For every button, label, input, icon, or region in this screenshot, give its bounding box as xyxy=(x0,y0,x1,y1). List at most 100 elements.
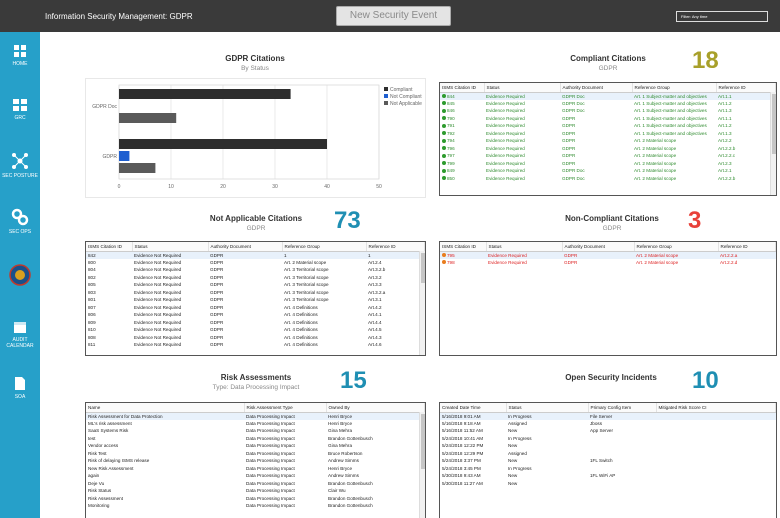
nav-home[interactable]: HOME xyxy=(0,44,40,67)
table-row[interactable]: 5/24/2018 10:41 AM In Progress xyxy=(440,435,776,443)
scrollbar[interactable] xyxy=(419,412,425,518)
table-row[interactable]: 791 Evidence Required GDPR Art. 1 Subject-m… xyxy=(440,122,776,130)
table-row[interactable]: SaaS Systems Risk Data Processing Impact G… xyxy=(86,427,425,435)
scrollbar[interactable] xyxy=(419,251,425,355)
table-row[interactable]: 5/16/2018 9:18 AM Assigned Jboss xyxy=(440,420,776,428)
nav-sec-posture[interactable]: SEC POSTURE xyxy=(0,152,40,179)
nav-global[interactable] xyxy=(0,264,40,286)
table-row[interactable]: test Data Processing Impact Brandon Gotten… xyxy=(86,435,425,443)
table-cell: Data Processing Impact xyxy=(244,450,326,458)
table-row[interactable]: Deje Vu Data Processing Impact Brandon Got… xyxy=(86,480,425,488)
table-row[interactable]: 850 Evidence Required GDPR Doc Art. 2 Mater… xyxy=(440,175,776,183)
table-row[interactable]: Monitoring Data Processing Impact Brandon … xyxy=(86,502,425,510)
table-row[interactable]: 798 Evidence Required GDPR Art. 2 Material … xyxy=(440,259,776,267)
table-row[interactable]: 797 Evidence Required GDPR Art. 2 Material … xyxy=(440,152,776,160)
cell-text: New Risk Assessment xyxy=(88,465,134,471)
column-header[interactable]: Primary Config Item xyxy=(588,403,657,413)
column-header[interactable]: Reference ID xyxy=(718,242,776,252)
table-cell: 850 xyxy=(440,175,484,183)
nav-soa[interactable]: SOA xyxy=(0,376,40,400)
table-row[interactable]: 5/16/2018 9:01 AM In Progress File Server xyxy=(440,412,776,420)
new-security-event-button[interactable]: New Security Event xyxy=(336,6,451,26)
column-header[interactable]: Authority Document xyxy=(562,242,635,252)
cell-text: 845 xyxy=(447,100,455,106)
cell-text: GDPR xyxy=(210,334,224,340)
table-row[interactable]: 803 Evidence Not Required GDPR Art. 3 Terri… xyxy=(86,289,425,297)
table-row[interactable]: 802 Evidence Not Required GDPR Art. 3 Terri… xyxy=(86,274,425,282)
column-header[interactable]: Authority Document xyxy=(208,242,283,252)
table-row[interactable]: New Risk Assessment Data Processing Impac… xyxy=(86,465,425,473)
column-header[interactable]: Risk Assessment Type xyxy=(244,403,327,413)
table-cell: Evidence Not Required xyxy=(132,266,208,274)
table-row[interactable]: Risk of delaying ISMS release Data Proces… xyxy=(86,457,425,465)
table-cell: Art. 1 Subject-matter and objectives xyxy=(632,100,716,108)
table-row[interactable]: Vendor access Data Processing Impact Gina … xyxy=(86,442,425,450)
column-header[interactable]: Name xyxy=(86,403,245,413)
table-row[interactable]: 5/24/2018 12:22 PM New xyxy=(440,442,776,450)
table-row[interactable]: 811 Evidence Not Required GDPR Art. 4 Defin… xyxy=(86,341,425,349)
table-row[interactable]: 5/30/2018 11:27 AM New xyxy=(440,480,776,488)
cell-text: Art. 2 Material scope xyxy=(634,160,677,166)
column-header[interactable]: Reference Group xyxy=(634,242,719,252)
table-row[interactable]: 5/16/2018 11:52 AM New App Server xyxy=(440,427,776,435)
table-row[interactable]: 801 Evidence Not Required GDPR Art. 3 Terri… xyxy=(86,296,425,304)
table-row[interactable]: 800 Evidence Not Required GDPR Art. 2 Mater… xyxy=(86,259,425,267)
nav-audit-calendar[interactable]: AUDIT CALENDAR xyxy=(0,320,40,349)
time-filter-dropdown[interactable]: Filter: Any time xyxy=(676,11,768,22)
table-row[interactable]: 790 Evidence Required GDPR Art. 1 Subject-m… xyxy=(440,115,776,123)
table-row[interactable]: 846 Evidence Required GDPR Doc Art. 1 Subje… xyxy=(440,107,776,115)
table-cell: Art.2.2.a xyxy=(718,251,776,259)
table-row[interactable]: 805 Evidence Not Required GDPR Art. 3 Terri… xyxy=(86,281,425,289)
nav-grc[interactable]: GRC xyxy=(0,98,40,121)
table-row[interactable]: 794 Evidence Required GDPR Art. 2 Material … xyxy=(440,137,776,145)
table-cell: 797 xyxy=(440,152,484,160)
table-row[interactable]: 845 Evidence Required GDPR Doc Art. 1 Subje… xyxy=(440,100,776,108)
cell-text: Evidence Not Required xyxy=(134,319,182,325)
table-row[interactable]: 808 Evidence Not Required GDPR Art. 4 Defin… xyxy=(86,334,425,342)
table-row[interactable]: 807 Evidence Not Required GDPR Art. 4 Defin… xyxy=(86,304,425,312)
table-row[interactable]: 809 Evidence Not Required GDPR Art. 4 Defin… xyxy=(86,319,425,327)
column-header[interactable]: ISMS Citation ID xyxy=(440,83,485,93)
table-row[interactable]: 796 Evidence Required GDPR Art. 2 Material … xyxy=(440,145,776,153)
table-row[interactable]: Risk Test Data Processing Impact Bruce Rob… xyxy=(86,450,425,458)
table-cell: 5/24/2018 10:41 AM xyxy=(440,435,506,443)
column-header[interactable]: Reference Group xyxy=(632,83,717,93)
column-header[interactable]: Reference ID xyxy=(716,83,776,93)
column-header[interactable]: ISMS Citation ID xyxy=(440,242,487,252)
table-row[interactable]: 806 Evidence Not Required GDPR Art. 4 Defin… xyxy=(86,311,425,319)
column-header[interactable]: Reference ID xyxy=(366,242,425,252)
table-row[interactable]: Risk Status Data Processing Impact Clair W… xyxy=(86,487,425,495)
column-header[interactable]: Created Date Time xyxy=(440,403,507,413)
column-header[interactable]: Reference Group xyxy=(282,242,367,252)
column-header[interactable]: Status xyxy=(132,242,209,252)
table-row[interactable]: 5/24/2018 3:45 PM In Progress xyxy=(440,465,776,473)
status-dot-icon xyxy=(442,108,446,113)
table-row[interactable]: again Data Processing Impact Andrew Simms xyxy=(86,472,425,480)
column-header[interactable]: Authority Document xyxy=(560,83,633,93)
table-row[interactable]: 795 Evidence Required GDPR Art. 2 Material … xyxy=(440,251,776,259)
table-row[interactable]: Risk Assessment for Data Protection Data … xyxy=(86,412,425,420)
column-header[interactable]: Owned By xyxy=(326,403,425,413)
table-row[interactable]: 849 Evidence Required GDPR Doc Art. 2 Mater… xyxy=(440,167,776,175)
scrollbar[interactable] xyxy=(770,92,776,195)
column-header[interactable]: Status xyxy=(484,83,561,93)
table-cell: Art. 3 Territorial scope xyxy=(282,266,366,274)
table-row[interactable]: 792 Evidence Required GDPR Art. 1 Subject-m… xyxy=(440,130,776,138)
nav-sec-ops[interactable]: SEC OPS xyxy=(0,208,40,235)
table-row[interactable]: 804 Evidence Not Required GDPR Art. 3 Terri… xyxy=(86,266,425,274)
column-header[interactable]: Status xyxy=(486,242,563,252)
table-row[interactable]: 5/24/2018 3:37 PM New 1FL Switch xyxy=(440,457,776,465)
table-row[interactable]: 5/24/2018 12:29 PM Assigned xyxy=(440,450,776,458)
table-row[interactable]: 5/30/2018 9:43 AM New 1FL WiFi AP xyxy=(440,472,776,480)
table-row[interactable]: 842 Evidence Not Required GDPR 1 1 xyxy=(86,251,425,259)
table-row[interactable]: 799 Evidence Required GDPR Art. 2 Material … xyxy=(440,160,776,168)
table-row[interactable]: 810 Evidence Not Required GDPR Art. 4 Defin… xyxy=(86,326,425,334)
cell-text: Evidence Required xyxy=(488,252,527,258)
column-header[interactable]: Mitigated Risk Score CI xyxy=(656,403,776,413)
cell-text: Art.2.2.c xyxy=(718,153,736,159)
table-row[interactable]: ML's risk assessment Data Processing Impa… xyxy=(86,420,425,428)
table-row[interactable]: 844 Evidence Required GDPR Doc Art. 1 Subje… xyxy=(440,92,776,100)
column-header[interactable]: Status xyxy=(506,403,589,413)
table-row[interactable]: Risk Assessment Data Processing Impact Bra… xyxy=(86,495,425,503)
column-header[interactable]: ISMS Citation ID xyxy=(86,242,133,252)
